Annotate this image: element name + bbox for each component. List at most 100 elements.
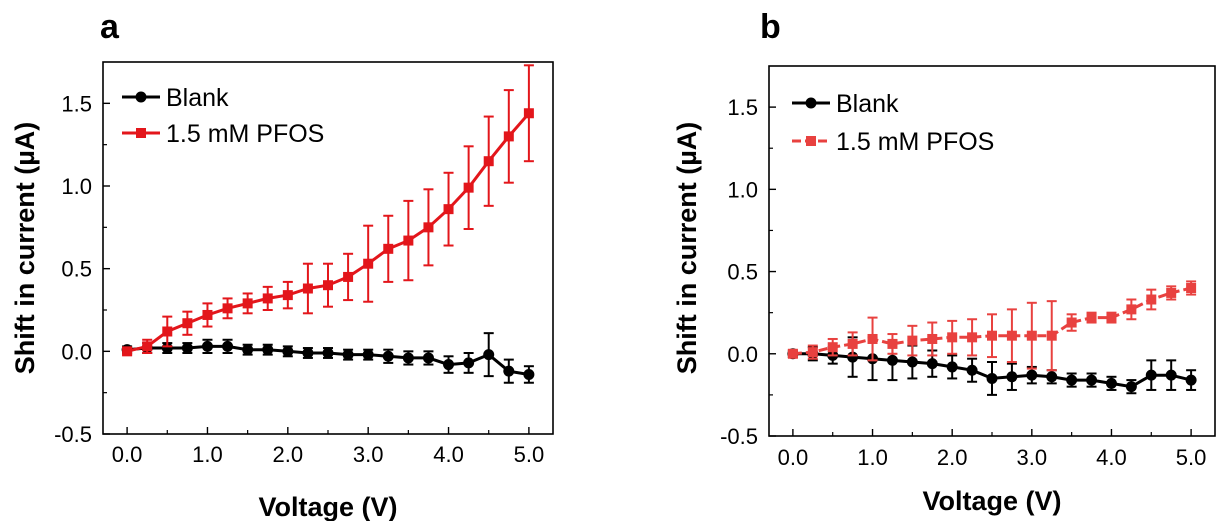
panel-a-legend-label-pfos: 1.5 mM PFOS [166,120,324,148]
panel-b-legend-label-blank: Blank [836,90,899,118]
panel-a-legend-marker-blank [135,91,147,103]
panel-a-series-1-point [242,298,253,309]
panel-b-y-tick-label: 0.0 [727,342,758,367]
panel-a-legend-item-blank: Blank [122,84,229,112]
panel-a-letter: a [100,8,120,46]
panel-b-series-0-point [986,372,998,384]
panel-a-series-1-point [222,303,233,314]
panel-b-legend-item-blank: Blank [792,90,899,118]
panel-a-x-tick-label: 3.0 [353,442,384,467]
panel-a-series-0-point [382,350,394,362]
panel-a-y-tick-label: -0.5 [54,422,92,447]
panel-b-legend-marker-blank [805,97,817,109]
panel-b-series-1-point [1186,283,1197,293]
panel-b-series-0-point [1145,369,1157,381]
panel-a-series-0-point [463,357,475,369]
panel-a-legend-marker-pfos [136,128,146,138]
panel-b-series-0-point [1046,371,1058,383]
panel-a-series-0-point [242,344,254,356]
panel-a-series-layer [121,64,535,384]
panel-b-legend-label-pfos: 1.5 mM PFOS [836,128,994,156]
panel-b-y-tick-label: 1.0 [727,177,758,202]
panel-b-series-1-point [987,330,997,341]
panel-b-letter: b [760,8,781,46]
panel-b-series-1-point [1046,330,1057,341]
panel-a-series-0-point [282,345,294,357]
panel-a-legend: Blank 1.5 mM PFOS [122,84,324,148]
panel-b-series-0-point [1066,374,1078,386]
panel-a-x-tick-label: 4.0 [433,442,464,467]
panel-a-series-1-point [262,293,273,304]
panel-b-series-1-point [927,333,938,344]
panel-b-y-axis-title: Shift in current (µA) [672,122,702,375]
panel-b-series-0-point [946,361,958,373]
panel-b-series-0-point [1105,377,1117,389]
panel-b-x-axis-title: Voltage (V) [922,486,1061,516]
panel-b-series-1-point [887,338,898,349]
panel-b-x-tick-label: 5.0 [1176,445,1207,470]
panel-b-series-0-point [1125,381,1137,393]
panel-b-y-tick-label: -0.5 [720,424,758,449]
panel-a-series-1-point [323,280,333,291]
panel-a-series-1-point [363,258,374,269]
panel-a-series-1-point [162,326,173,337]
panel-b-series-1-point [827,342,838,353]
panel-b-series-1-point [1086,312,1097,323]
panel-b-series-1-point [807,347,818,358]
panel-b-x-tick-label: 0.0 [778,445,809,470]
panel-b-x-tick-label: 1.0 [857,445,888,470]
panel-b-y-tick-label: 0.5 [727,260,758,285]
panel-b-series-0-point [926,358,938,370]
panel-b-y-tick-label: 1.5 [727,95,758,120]
panel-a-legend-label-blank: Blank [166,84,229,112]
panel-a-series-0-point [443,359,455,371]
panel-a-ticks: 0.0 1.0 2.0 3.0 4.0 5.0 -0.5 0.0 0.5 1.0 1.5 [54,91,544,467]
panel-a-series-1-point [403,235,414,246]
panel-b-series-1-point [867,333,878,344]
panel-b-series-1-point [1106,312,1117,323]
panel-b-series-1-point [967,332,978,343]
panel-a-plot-frame [102,61,554,435]
panel-b-ticks: 0.0 1.0 2.0 3.0 4.0 5.0 -0.5 0.0 0.5 1.0 1.5 [720,95,1206,470]
panel-a-series-0-point [201,340,213,352]
panel-b-x-tick-label: 3.0 [1017,445,1048,470]
panel-a-y-tick-label: 1.0 [61,174,92,199]
panel-a-series-1-point [443,204,454,215]
panel-a-series-0-point [503,365,515,377]
panel-a-series-0-point [483,349,495,361]
panel-b-x-tick-label: 4.0 [1096,445,1127,470]
panel-a-series-1-point [142,341,153,352]
panel-a-series-0-point [402,352,414,364]
panel-a-legend-item-pfos: 1.5 mM PFOS [122,120,324,148]
panel-b-series-1-point [947,332,958,343]
panel-a-series-1-point [282,290,293,301]
panel-b-series-0-point [906,356,918,368]
panel-b-legend: Blank 1.5 mM PFOS [792,90,994,156]
panel-b-series-0-point [1185,374,1197,386]
panel-b-series-1-point [787,348,798,359]
panel-b-series-1 [787,280,1197,372]
panel-b-series-0-point [1086,374,1098,386]
panel-b-series-0-point [1165,369,1177,381]
panel-a-series-1-point [122,346,133,357]
panel-b-series-1-point [1166,287,1177,298]
panel-b-series-1-point [1126,304,1137,315]
panel-a-series-0-point [161,342,173,354]
panel-a-series-0-point [181,342,193,354]
panel-a-x-axis-title: Voltage (V) [258,492,397,521]
panel-a-series-1-point [463,182,474,193]
panel-a-x-tick-label: 5.0 [514,442,545,467]
panel-a-y-tick-label: 0.0 [61,339,92,364]
panel-a-series-0-point [302,347,314,359]
panel-b-series-1-point [1006,330,1017,341]
panel-a-series-1-point [202,309,213,320]
panel-b-legend-marker-pfos [806,136,816,146]
panel-a-series-1-point [302,283,313,294]
panel-a-x-tick-label: 0.0 [112,442,143,467]
panel-a: a Voltage (V) Shift in current (µA) 0.0 1… [10,8,554,521]
panel-b-series-0-point [847,351,859,363]
panel-b-legend-item-pfos: 1.5 mM PFOS [792,128,994,156]
panel-b-series-1-point [847,338,858,349]
panel-a-series-1-point [503,131,514,142]
